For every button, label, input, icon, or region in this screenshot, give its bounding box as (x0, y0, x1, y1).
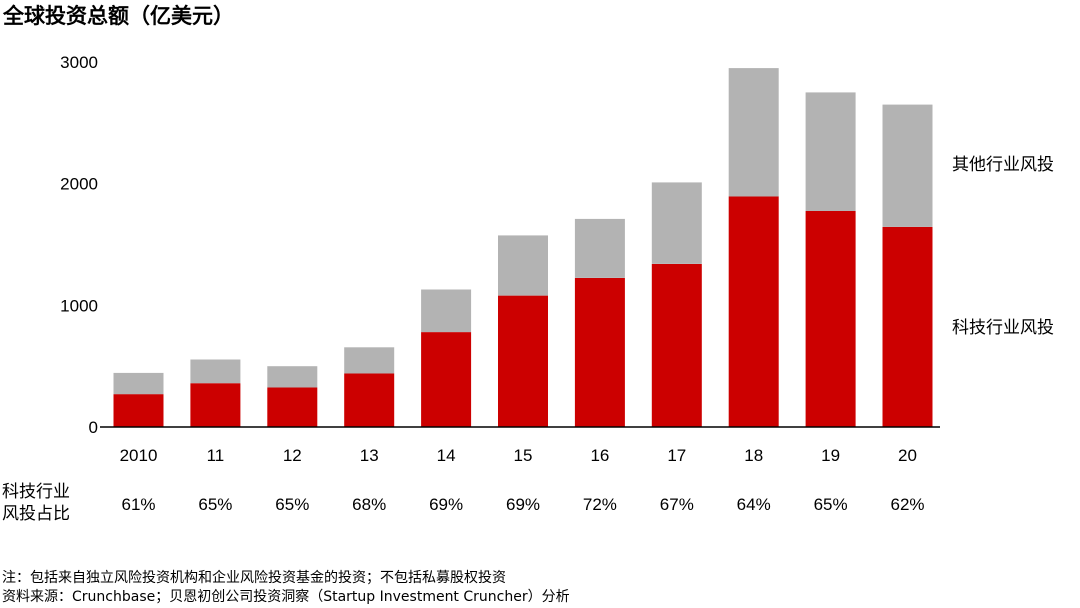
y-tick-labels: 0 1000 2000 3000 (60, 53, 98, 437)
legend-other: 其他行业风投 (952, 155, 1054, 174)
bar-tech-15 (498, 295, 548, 427)
bar-other-12 (267, 366, 318, 388)
tech-share-label: 72% (583, 495, 617, 514)
tech-share-label: 69% (429, 495, 463, 514)
bar-tech-20 (882, 226, 933, 427)
stacked-bar-chart: 0 1000 2000 3000 2010 11 12 13 14 15 16 17 18 19 20 6… (60, 53, 1054, 514)
row-label-line-2: 风投占比 (2, 504, 70, 523)
x-tick-labels: 2010 11 12 13 14 15 16 17 18 19 20 (120, 446, 917, 465)
bar-tech-18 (728, 196, 779, 427)
legend-tech: 科技行业风投 (952, 318, 1054, 337)
x-tick-label: 12 (283, 446, 302, 465)
x-tick-label: 14 (437, 446, 456, 465)
bar-tech-14 (421, 332, 472, 427)
bar-other-2010 (113, 372, 164, 395)
tech-share-labels: 61% 65% 65% 68% 69% 69% 72% 67% 64% 65% 62% (121, 495, 924, 514)
row-label-line-1: 科技行业 (2, 482, 70, 501)
bar-other-19 (805, 92, 856, 211)
y-tick-label: 3000 (60, 53, 98, 72)
x-tick-label: 20 (898, 446, 917, 465)
y-tick-label: 2000 (60, 175, 98, 194)
x-tick-label: 13 (360, 446, 379, 465)
x-tick-label: 2010 (120, 446, 158, 465)
chart-title: 全球投资总额（亿美元） (3, 4, 234, 28)
bars-group (113, 68, 933, 427)
bar-tech-16 (574, 278, 625, 427)
bar-other-20 (882, 104, 933, 227)
footnotes: 注：包括来自独立风险投资机构和企业风险投资基金的投资；不包括私募股权投资 资料来… (2, 569, 570, 607)
tech-share-label: 65% (814, 495, 848, 514)
bar-other-13 (344, 347, 395, 374)
bar-other-14 (421, 289, 472, 333)
x-tick-label: 17 (667, 446, 686, 465)
x-tick-label: 16 (590, 446, 609, 465)
x-tick-label: 11 (207, 446, 225, 465)
tech-share-label: 62% (890, 495, 924, 514)
x-tick-label: 19 (821, 446, 840, 465)
bar-tech-12 (267, 387, 318, 427)
tech-share-label: 64% (737, 495, 771, 514)
tech-share-label: 61% (121, 495, 155, 514)
tech-share-label: 65% (275, 495, 309, 514)
bar-tech-11 (190, 383, 241, 427)
tech-share-row-label: 科技行业 风投占比 (2, 481, 92, 525)
bar-tech-17 (651, 264, 702, 427)
y-tick-label: 1000 (60, 296, 98, 315)
x-tick-label: 18 (744, 446, 763, 465)
bar-tech-13 (344, 373, 395, 427)
tech-share-label: 68% (352, 495, 386, 514)
bar-other-11 (190, 359, 241, 384)
footnote-source: 资料来源：Crunchbase；贝恩初创公司投资洞察（Startup Inves… (2, 589, 570, 605)
bar-other-18 (728, 68, 779, 197)
bar-tech-2010 (113, 394, 164, 427)
tech-share-label: 67% (660, 495, 694, 514)
bar-other-16 (574, 218, 625, 278)
bar-tech-19 (805, 211, 856, 427)
bar-other-15 (498, 235, 548, 296)
footnote-scope: 注：包括来自独立风险投资机构和企业风险投资基金的投资；不包括私募股权投资 (2, 570, 506, 586)
tech-share-label: 65% (198, 495, 232, 514)
x-tick-label: 15 (514, 446, 533, 465)
tech-share-label: 69% (506, 495, 540, 514)
y-tick-label: 0 (89, 418, 98, 437)
bar-other-17 (651, 182, 702, 264)
